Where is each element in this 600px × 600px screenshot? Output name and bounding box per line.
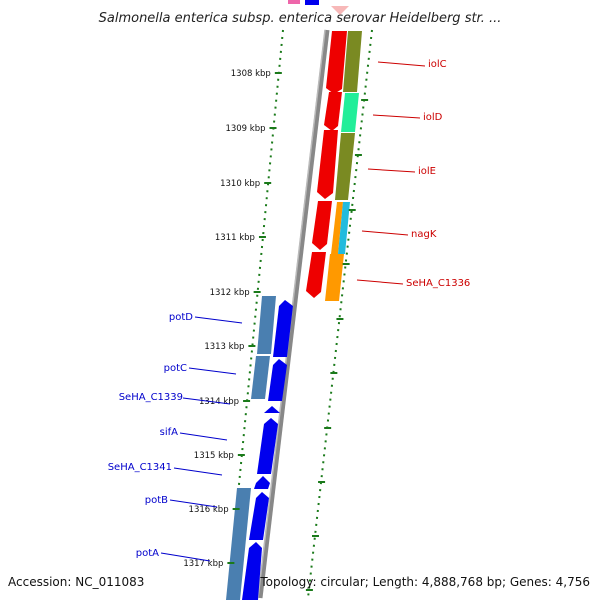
tick-label: 1312 kbp <box>210 288 250 298</box>
cog-bar <box>257 296 276 354</box>
label-leader <box>377 61 426 67</box>
gene-potA[interactable] <box>242 542 262 600</box>
label-leader <box>160 552 211 562</box>
label-leader <box>169 499 218 508</box>
gene-potB[interactable] <box>249 492 269 540</box>
map-title: Salmonella enterica subsp. enterica sero… <box>99 11 502 26</box>
gene-iolE[interactable] <box>317 130 338 199</box>
gene-SeHA_C1339[interactable] <box>264 406 280 413</box>
label-leader <box>194 316 243 324</box>
tick-label: 1313 kbp <box>204 342 244 352</box>
tick-label: 1309 kbp <box>225 124 265 134</box>
cog-bar <box>226 488 251 600</box>
top-gene-fragment <box>288 0 300 4</box>
top-gene-fragment <box>305 0 319 5</box>
gene-iolD[interactable] <box>324 92 342 131</box>
label-leader <box>188 367 237 375</box>
gene-label-potC[interactable]: potC <box>164 363 187 374</box>
tick-label: 1315 kbp <box>194 451 234 461</box>
gene-label-iolD[interactable]: iolD <box>423 112 443 123</box>
gene-label-sifA[interactable]: sifA <box>160 427 179 438</box>
backbone <box>257 29 330 599</box>
tick-label: 1310 kbp <box>220 179 260 189</box>
label-leader <box>173 467 223 476</box>
accession-text: Accession: NC_011083 <box>8 575 144 589</box>
cog-bar <box>343 31 362 92</box>
gene-SeHA_C1336[interactable] <box>306 252 326 298</box>
gene-label-SeHA_C1339[interactable]: SeHA_C1339 <box>119 392 183 403</box>
gene-label-iolC[interactable]: iolC <box>428 59 447 70</box>
gene-SeHA_C1341[interactable] <box>254 476 270 489</box>
gene-label-SeHA_C1336[interactable]: SeHA_C1336 <box>406 278 470 289</box>
cog-bar <box>251 356 270 399</box>
right-gene-labels: iolC iolD iolE nagK SeHA_C1336 <box>356 59 470 289</box>
cog-bar <box>341 93 359 132</box>
cog-bar <box>335 133 355 200</box>
label-leader <box>179 432 228 441</box>
gene-label-potD[interactable]: potD <box>169 312 193 323</box>
tick-label: 1314 kbp <box>199 397 239 407</box>
gene-label-SeHA_C1341[interactable]: SeHA_C1341 <box>108 462 172 473</box>
left-gene-labels: potD potC SeHA_C1339 sifA SeHA_C1341 potB potA <box>108 312 243 562</box>
gene-iolC[interactable] <box>326 31 347 94</box>
tick-group: 1308 kbp 1309 kbp 1310 kbp 1311 kbp 1312 kbp… <box>183 69 369 591</box>
tick-label: 1308 kbp <box>231 69 271 79</box>
label-leader <box>356 279 404 285</box>
gene-sifA[interactable] <box>257 418 278 474</box>
gene-label-iolE[interactable]: iolE <box>418 166 436 177</box>
label-leader <box>182 397 231 405</box>
tick-label: 1311 kbp <box>215 233 255 243</box>
gene-nagK[interactable] <box>312 201 332 250</box>
gene-potC[interactable] <box>268 359 287 401</box>
label-leader <box>361 230 409 236</box>
cog-bar <box>325 254 344 301</box>
gene-label-potA[interactable]: potA <box>136 548 159 559</box>
cog-bar <box>338 202 350 254</box>
gene-label-potB[interactable]: potB <box>145 495 168 506</box>
label-leader <box>367 168 416 173</box>
tick-label: 1317 kbp <box>183 559 223 569</box>
cog-bar <box>331 202 343 254</box>
reverse-genes <box>226 296 293 600</box>
outer-dotted-ring <box>307 29 373 599</box>
gene-label-nagK[interactable]: nagK <box>411 229 437 240</box>
gene-potD[interactable] <box>273 300 293 357</box>
top-gene-fragment <box>331 6 349 15</box>
label-leader <box>372 114 421 119</box>
forward-genes <box>306 31 362 301</box>
topology-text: Topology: circular; Length: 4,888,768 bp… <box>259 575 590 589</box>
tick-label: 1316 kbp <box>189 505 229 515</box>
